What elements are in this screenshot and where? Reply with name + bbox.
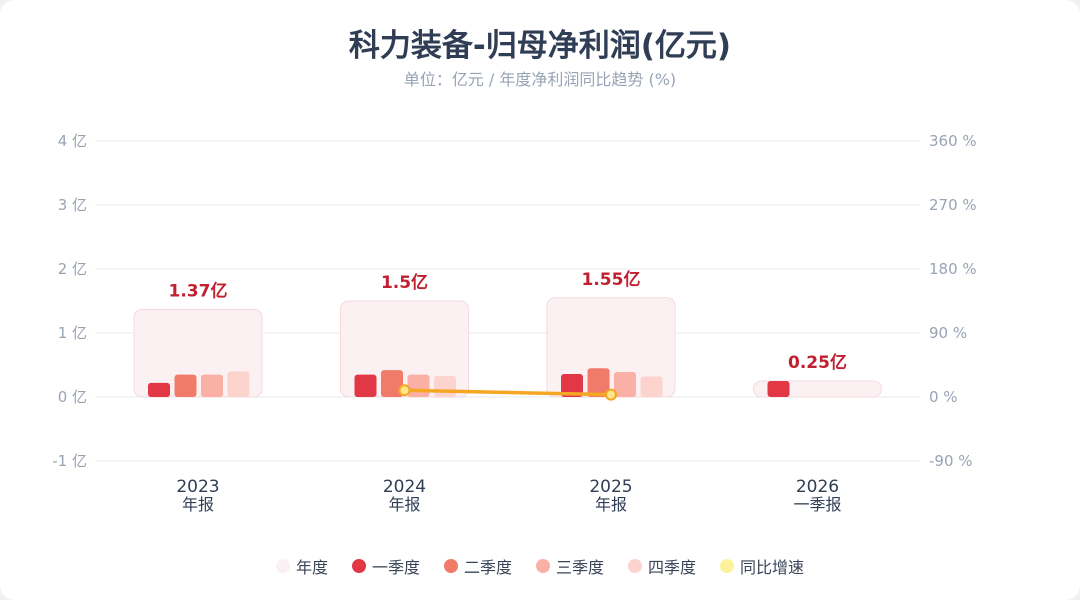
legend-label: 年度 [295,558,328,577]
y-right-tick: -90 % [929,452,973,470]
legend: 年度 一季度 二季度 三季度 四季度 同比增速 [0,554,1080,578]
chart-subtitle: 单位：亿元 / 年度净利润同比趋势 (%) [403,70,677,89]
y-left-tick: 3 亿 [58,196,87,214]
legend-item-yoy[interactable]: 同比增速 [720,554,804,578]
quarter-bar-1 [354,374,377,397]
x-tick-year: 2025 [589,477,632,497]
legend-label: 二季度 [463,558,512,577]
quarter-bar-1 [148,382,170,397]
legend-item-annual[interactable]: 年度 [275,554,328,578]
quarter-bar-4 [227,371,250,397]
y-left-tick: 1 亿 [58,324,87,342]
legend-label: 四季度 [648,558,697,577]
annual-label: 0.25亿 [788,352,847,373]
y-right-tick: 180 % [929,260,977,278]
x-tick-type: 年报 [388,495,420,514]
quarter-bar-4 [434,375,456,397]
y-left-tick: -1 亿 [52,452,87,470]
annual-label: 1.5亿 [381,272,428,293]
yoy-line [404,388,612,397]
x-tick-year: 2023 [176,477,219,497]
legend-item-q4[interactable]: 四季度 [628,554,696,578]
quarter-bar-3 [614,372,636,397]
quarter-bar-2 [587,368,610,397]
y-right-tick: 270 % [929,196,977,214]
chart-title: 科力装备-归母净利润(亿元) [348,28,732,64]
annual-label: 1.37亿 [169,280,228,301]
quarter-bar-2 [174,374,197,397]
x-tick-year: 2026 [796,477,839,497]
quarter-bar-1 [767,381,790,397]
x-tick-type: 年报 [595,495,627,514]
quarter-bar-4 [640,376,663,397]
y-right-tick: 90 % [929,324,967,342]
x-tick-type: 一季报 [793,495,841,514]
x-tick-type: 年报 [182,495,214,514]
y-left-tick: 0 亿 [58,388,87,406]
legend-label: 同比增速 [740,558,805,577]
y-left-tick: 2 亿 [58,260,87,278]
y-right-tick: 0 % [929,388,958,406]
quarter-bar-3 [201,374,223,397]
y-right-tick: 360 % [929,132,977,150]
yoy-point [398,384,411,397]
legend-item-q1[interactable]: 一季度 [351,554,420,578]
yoy-point [605,388,617,401]
legend-item-q2[interactable]: 二季度 [443,554,512,578]
quarter-bar-1 [561,373,583,397]
annual-label: 1.55亿 [582,269,641,290]
legend-label: 三季度 [556,558,605,577]
quarter-bar-2 [381,370,403,397]
quarter-bar-3 [407,374,430,397]
x-tick-year: 2024 [383,477,426,497]
legend-label: 一季度 [371,558,420,577]
annual-bar [340,300,469,398]
legend-item-q3[interactable]: 三季度 [536,554,604,578]
y-left-tick: 4 亿 [58,132,87,150]
